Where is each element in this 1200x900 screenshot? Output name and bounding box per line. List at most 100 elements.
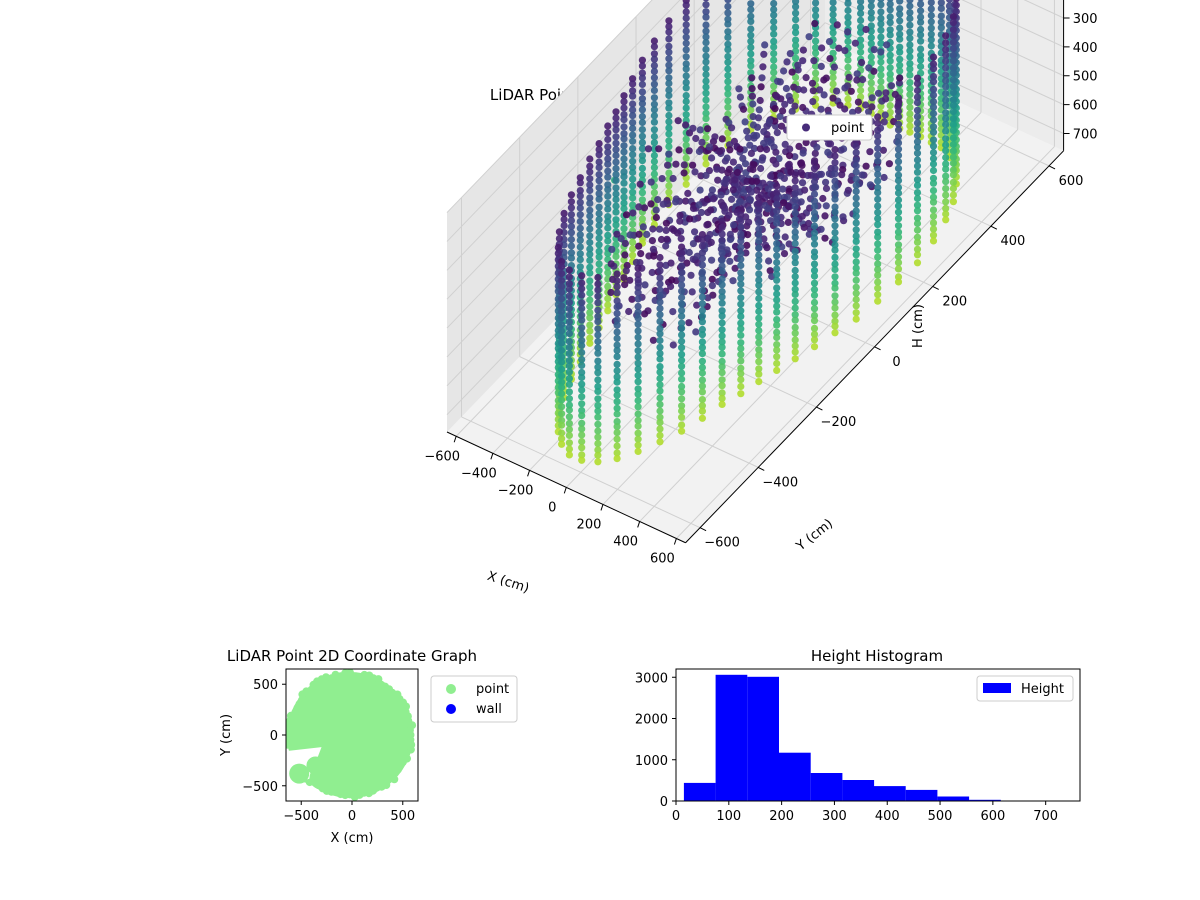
scatter-point-3d [604, 167, 612, 175]
x-tick-label-histogram: 600 [980, 809, 1005, 824]
scatter-point-3d [724, 90, 732, 98]
scatter-point-3d [656, 286, 664, 294]
scatter-point-3d [822, 202, 830, 210]
scatter-point-3d [791, 290, 799, 298]
scatter-point-3d [894, 101, 903, 109]
scatter-point-3d [682, 8, 690, 16]
scatter-point-3d [737, 261, 745, 270]
scatter-point-3d [678, 287, 686, 295]
scatter-point-3d [929, 136, 938, 144]
scatter-point-3d [558, 353, 566, 361]
scatter-point-3d [620, 155, 628, 163]
scatter-point-3d [937, 18, 945, 26]
scatter-point-3d [638, 171, 647, 179]
scatter-point-3d [857, 48, 865, 56]
scatter-point-3d [913, 176, 922, 184]
scatter-point-3d [613, 442, 621, 450]
scatter-point-3d [896, 35, 904, 43]
scatter-point-3d [949, 96, 958, 104]
scatter-point-3d [877, 71, 885, 79]
scatter-point-3d [737, 382, 745, 391]
scatter-point-3d [906, 122, 914, 130]
scatter-point-3d [737, 345, 745, 353]
scatter-point-3d [565, 374, 574, 383]
scatter-point-3d [929, 206, 938, 214]
scatter-point-3d [625, 307, 633, 316]
scatter-point-3d [810, 202, 819, 211]
scatter-point-3d [874, 246, 882, 254]
scatter-point-3d [558, 421, 566, 429]
scatter-point-3d [927, 42, 935, 50]
scatter-point-3d [737, 237, 745, 245]
scatter-point-3d [594, 376, 602, 384]
scatter-point-3d [805, 33, 813, 41]
scatter-point-3d [702, 39, 710, 47]
scatter-point-3d [620, 225, 628, 233]
scatter-point-3d [560, 222, 568, 230]
scatter-point-3d [747, 149, 756, 157]
scatter-point-3d [791, 253, 799, 261]
scatter-point-3d [942, 185, 950, 193]
scatter-point-3d [578, 393, 586, 401]
scatter-point-3d [558, 308, 566, 316]
scatter-point-3d [718, 389, 726, 397]
scatter-point-3d [791, 203, 799, 211]
scatter-point-3d [874, 221, 882, 229]
scatter-point-3d [867, 14, 875, 22]
y-tick-label-3d: 600 [1059, 174, 1084, 189]
scatter-point-3d [620, 173, 628, 181]
scatter-point-3d [830, 63, 839, 71]
scatter-point-3d [810, 291, 819, 299]
scatter-point-3d [565, 368, 574, 376]
scatter-point-3d [913, 245, 922, 253]
chart-histogram: Height Histogram 0 100 200 300 400 500 600 7000… [635, 647, 1081, 824]
scatter-point-3d [913, 132, 922, 140]
scatter-point-3d [791, 336, 799, 344]
scatter-point-3d [829, 74, 837, 82]
scatter-point-3d [665, 99, 673, 107]
scatter-point-3d [595, 195, 603, 203]
scatter-point-3d [747, 17, 755, 25]
scatter-point-3d [886, 70, 894, 78]
scatter-point-3d [831, 203, 839, 211]
scatter-point-3d [737, 312, 745, 320]
scatter-point-3d [698, 274, 707, 282]
scatter-point-3d [844, 95, 852, 103]
scatter-point-3d [649, 336, 658, 344]
scatter-point-3d [770, 43, 778, 51]
scatter-point-3d [648, 268, 656, 277]
scatter-point-3d [649, 225, 657, 233]
x-tick-3d [600, 504, 604, 511]
scatter-point-3d [810, 253, 819, 261]
scatter-point-3d [777, 172, 785, 180]
scatter-point-3d [612, 108, 620, 116]
scatter-point-3d [698, 407, 707, 415]
scatter-point-3d [613, 410, 621, 418]
chart-3d-axes: −600−400−2000200400600−600−400−200020040… [424, 0, 1098, 567]
scatter-point-3d [737, 287, 745, 295]
scatter-point-3d [917, 25, 925, 34]
scatter-point-3d [874, 132, 882, 140]
scatter-point-3d [773, 207, 781, 215]
scatter-point-3d [791, 102, 799, 110]
scatter-point-3d [613, 230, 621, 238]
scatter-point-3d [829, 94, 837, 102]
scatter-point-3d [698, 325, 707, 334]
scatter-point-3d [913, 251, 922, 259]
x-tick-label-3d: 600 [650, 552, 675, 567]
scatter-point-3d [604, 148, 612, 156]
scatter-point-3d [894, 120, 903, 128]
scatter-point-3d [852, 251, 860, 259]
scatter-point-3d [773, 276, 781, 284]
scatter-point-3d [810, 234, 819, 242]
scatter-point-3d [913, 238, 922, 246]
scatter-point-3d [942, 165, 950, 173]
scatter-point-3d [942, 83, 950, 91]
scatter-point-3d [676, 217, 684, 225]
scatter-point-3d [594, 407, 602, 415]
scatter-point-3d [634, 447, 642, 455]
scatter-point-3d [729, 158, 738, 166]
scatter-point-3d [634, 441, 642, 449]
scatter-point-3d [565, 305, 574, 313]
scatter-point-3d [821, 234, 829, 242]
